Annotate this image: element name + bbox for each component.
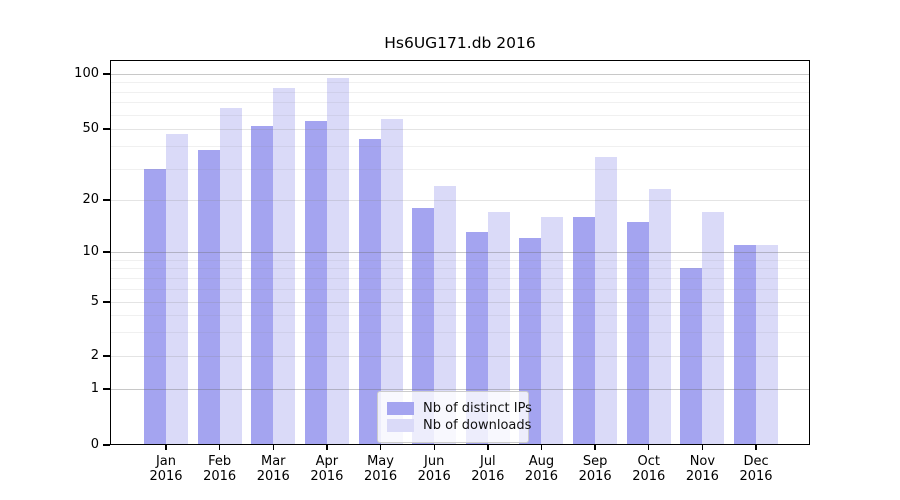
gridline-90 xyxy=(110,82,810,84)
bar-distinct-ips-sep xyxy=(573,216,596,445)
bar-downloads-jul xyxy=(487,212,510,445)
bar-downloads-aug xyxy=(541,216,564,445)
x-tick-label: Nov 2016 xyxy=(685,454,719,484)
bar-distinct-ips-dec xyxy=(734,244,757,445)
bar-distinct-ips-may xyxy=(358,138,381,445)
x-tick-label: Jun 2016 xyxy=(417,454,451,484)
x-tick-label: May 2016 xyxy=(364,454,398,484)
y-tick-mark xyxy=(103,199,110,201)
gridline-100 xyxy=(110,74,810,75)
legend-swatch-downloads xyxy=(387,419,414,432)
y-tick-mark xyxy=(103,251,110,253)
bar-downloads-dec xyxy=(756,244,779,445)
bar-distinct-ips-nov xyxy=(680,268,703,445)
bar-distinct-ips-oct xyxy=(626,221,649,445)
bar-downloads-apr xyxy=(326,78,349,445)
y-tick-mark xyxy=(103,388,110,390)
x-tick-mark xyxy=(540,445,543,450)
bar-downloads-sep xyxy=(595,156,618,445)
legend: Nb of distinct IPs Nb of downloads xyxy=(377,391,532,443)
x-tick-mark xyxy=(755,445,757,450)
gridline-4 xyxy=(110,315,810,317)
x-tick-mark xyxy=(648,445,650,450)
x-tick-mark xyxy=(379,445,382,450)
gridline-3 xyxy=(110,332,810,334)
x-tick-label: Jul 2016 xyxy=(471,454,505,484)
x-tick-mark xyxy=(218,445,221,450)
legend-label-distinct-ips: Nb of distinct IPs xyxy=(423,401,532,416)
legend-swatch-distinct-ips xyxy=(387,402,414,415)
y-tick-label: 2 xyxy=(90,348,99,363)
bar-downloads-may xyxy=(380,118,403,445)
bar-downloads-jan xyxy=(166,133,188,445)
y-tick-mark xyxy=(103,73,110,75)
gridline-6 xyxy=(110,288,810,290)
y-tick-label: 20 xyxy=(82,192,99,207)
y-tick-mark xyxy=(103,444,110,446)
bar-distinct-ips-jun xyxy=(412,207,435,445)
gridline-70 xyxy=(110,102,810,104)
gridline-60 xyxy=(110,114,810,116)
bar-distinct-ips-apr xyxy=(304,121,327,445)
x-tick-label: Dec 2016 xyxy=(739,454,773,484)
gridline-2 xyxy=(110,356,810,357)
plot-area: Nb of distinct IPs Nb of downloads xyxy=(110,60,810,445)
gridline-5 xyxy=(110,302,810,303)
legend-entry-distinct-ips: Nb of distinct IPs xyxy=(387,401,532,416)
gridline-7 xyxy=(110,277,810,279)
gridline-40 xyxy=(110,146,810,148)
x-tick-mark xyxy=(594,445,596,450)
x-tick-label: Feb 2016 xyxy=(203,454,237,484)
legend-entry-downloads: Nb of downloads xyxy=(387,418,531,433)
y-tick-mark xyxy=(103,128,110,130)
y-tick-label: 10 xyxy=(82,244,99,259)
y-tick-label: 100 xyxy=(74,66,99,81)
gridline-8 xyxy=(110,268,810,270)
bar-downloads-nov xyxy=(702,212,725,445)
y-tick-label: 5 xyxy=(90,294,99,309)
chart-title: Hs6UG171.db 2016 xyxy=(384,34,536,52)
x-tick-mark xyxy=(272,445,274,450)
gridline-1 xyxy=(110,389,810,390)
y-tick-label: 0 xyxy=(90,437,99,452)
legend-label-downloads: Nb of downloads xyxy=(423,418,532,433)
bar-downloads-mar xyxy=(273,87,296,445)
gridline-30 xyxy=(110,168,810,170)
gridline-9 xyxy=(110,259,810,261)
y-tick-mark xyxy=(103,301,110,303)
x-tick-mark xyxy=(701,445,704,450)
x-tick-label: Sep 2016 xyxy=(578,454,612,484)
x-tick-label: Jan 2016 xyxy=(149,454,183,484)
x-tick-mark xyxy=(433,445,435,450)
gridline-50 xyxy=(110,129,810,130)
gridline-80 xyxy=(110,91,810,93)
x-tick-mark xyxy=(487,445,489,450)
x-tick-label: Aug 2016 xyxy=(524,454,559,484)
bar-distinct-ips-mar xyxy=(251,125,274,445)
x-tick-mark xyxy=(165,445,167,450)
x-tick-label: Mar 2016 xyxy=(256,454,290,484)
gridlines-layer xyxy=(110,60,810,445)
y-tick-label: 1 xyxy=(90,381,99,396)
bar-downloads-feb xyxy=(219,108,242,445)
bar-distinct-ips-feb xyxy=(197,150,220,445)
gridline-10 xyxy=(110,252,810,253)
x-tick-mark xyxy=(326,445,328,450)
gridline-20 xyxy=(110,200,810,201)
bar-downloads-jun xyxy=(434,185,457,445)
y-tick-label: 50 xyxy=(82,121,99,136)
x-tick-label: Apr 2016 xyxy=(310,454,344,484)
y-tick-mark xyxy=(103,355,110,357)
bar-distinct-ips-jan xyxy=(144,168,166,445)
x-tick-label: Oct 2016 xyxy=(632,454,666,484)
bar-downloads-oct xyxy=(648,189,671,445)
